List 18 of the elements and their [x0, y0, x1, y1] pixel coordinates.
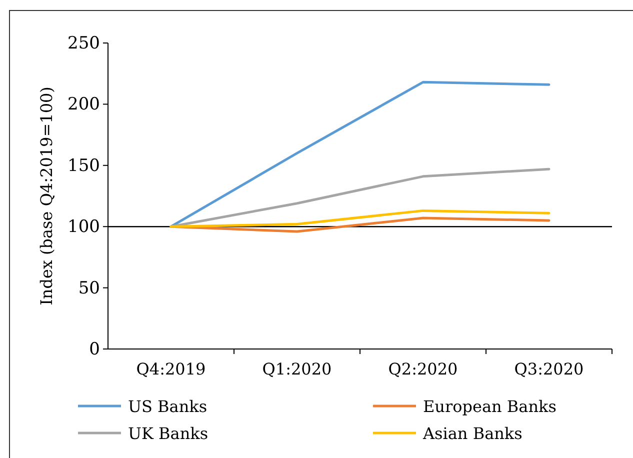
line-series: [170, 168, 550, 228]
x-tick-label: Q3:2020: [514, 360, 584, 379]
legend-label: Asian Banks: [422, 424, 522, 443]
line-series: [170, 209, 550, 228]
x-tick-label: Q4:2019: [136, 360, 206, 379]
y-tick-label: 50: [78, 278, 100, 298]
legend-label: US Banks: [128, 397, 208, 416]
x-tick-label: Q2:2020: [388, 360, 458, 379]
y-tick-label: 150: [68, 156, 100, 176]
y-axis-title: Index (base Q4:2019=100): [37, 86, 56, 306]
y-tick-label: 200: [68, 94, 100, 115]
line-series: [170, 80, 550, 228]
y-tick-label: 250: [68, 33, 100, 54]
x-tick-label: Q1:2020: [262, 360, 332, 379]
legend-label: European Banks: [423, 397, 556, 416]
legend-label: UK Banks: [128, 424, 208, 443]
y-tick-label: 0: [89, 339, 100, 360]
y-tick-label: 100: [68, 217, 100, 238]
